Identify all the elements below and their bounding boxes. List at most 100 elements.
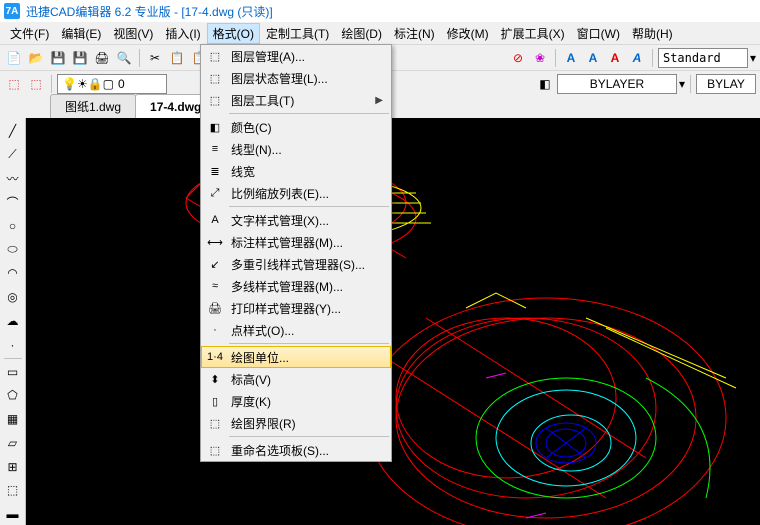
- dropdown-item[interactable]: A文字样式管理(X)...: [201, 209, 391, 231]
- layer-select[interactable]: 💡 ☀ 🔒 ▢ 0: [57, 74, 167, 94]
- point-icon[interactable]: ·: [2, 334, 24, 356]
- dim-style-icon: ⟷: [205, 234, 225, 250]
- polyline-icon[interactable]: ⟋: [2, 144, 24, 166]
- bulb-icon: 💡: [62, 77, 77, 91]
- boundary-icon[interactable]: ⬚: [2, 479, 24, 501]
- dropdown-item[interactable]: 🖨 打印样式管理器(Y)...: [201, 297, 391, 319]
- table-icon[interactable]: ⊞: [2, 456, 24, 478]
- save-icon[interactable]: 💾: [48, 48, 68, 68]
- menu-item[interactable]: 修改(M): [441, 23, 495, 44]
- dropdown-item[interactable]: ≣线宽: [201, 160, 391, 182]
- preview-icon[interactable]: 🔍: [114, 48, 134, 68]
- dropdown-item-label: 比例缩放列表(E)...: [231, 185, 383, 202]
- open-icon[interactable]: 📂: [26, 48, 46, 68]
- mline-icon: ≈: [205, 278, 225, 294]
- layer-color-icon: ▢: [103, 77, 114, 91]
- dropdown-item-label: 绘图界限(R): [231, 415, 383, 432]
- rename-icon: ⬚: [205, 442, 225, 458]
- thickness-icon: ▯: [205, 393, 225, 409]
- dropdown-separator: [229, 206, 389, 207]
- cancel-icon[interactable]: ⊘: [508, 48, 528, 68]
- elevation-icon: ⬍: [205, 371, 225, 387]
- dropdown-item-label: 图层工具(T): [231, 92, 375, 109]
- dropdown-item[interactable]: ⬚图层工具(T)▶: [201, 89, 391, 111]
- hatch-icon[interactable]: ▦: [2, 408, 24, 430]
- dropdown-item[interactable]: ≈多线样式管理器(M)...: [201, 275, 391, 297]
- dropdown-item-label: 线型(N)...: [231, 141, 383, 158]
- menu-item[interactable]: 编辑(E): [55, 23, 107, 44]
- dropdown-item[interactable]: ⤢比例缩放列表(E)...: [201, 182, 391, 204]
- circle-icon[interactable]: ○: [2, 215, 24, 237]
- layer-name: 0: [118, 77, 125, 91]
- dropdown-arrow-icon[interactable]: ▾: [750, 51, 756, 65]
- text-a3-icon[interactable]: A: [605, 48, 625, 68]
- dropdown-item[interactable]: ⬚重命名选项板(S)...: [201, 439, 391, 461]
- text-a4-icon[interactable]: A: [627, 48, 647, 68]
- donut-icon[interactable]: ◎: [2, 286, 24, 308]
- revcloud-icon[interactable]: ☁: [2, 310, 24, 332]
- menu-item[interactable]: 格式(O): [207, 23, 260, 44]
- dropdown-item-label: 图层状态管理(L)...: [231, 70, 383, 87]
- titlebar: 7A 迅捷CAD编辑器 6.2 专业版 - [17-4.dwg (只读)]: [0, 0, 760, 22]
- dropdown-item[interactable]: ⬚图层状态管理(L)...: [201, 67, 391, 89]
- dropdown-arrow-icon[interactable]: ▾: [679, 77, 685, 91]
- dropdown-item[interactable]: ⬚绘图界限(R): [201, 412, 391, 434]
- confirm-icon[interactable]: ❀: [530, 48, 550, 68]
- ellipse-icon[interactable]: ⬭: [2, 239, 24, 261]
- line-icon[interactable]: ╱: [2, 120, 24, 142]
- dropdown-item[interactable]: · 点样式(O)...: [201, 319, 391, 341]
- linetype-select[interactable]: BYLAYER: [557, 74, 677, 94]
- dropdown-item-label: 点样式(O)...: [231, 322, 383, 339]
- separator: [690, 75, 691, 93]
- menu-item[interactable]: 绘图(D): [335, 23, 388, 44]
- arc-icon[interactable]: ⌒: [2, 191, 24, 213]
- new-icon[interactable]: 📄: [4, 48, 24, 68]
- mleader-icon: ↙: [205, 256, 225, 272]
- dropdown-item[interactable]: ↙多重引线样式管理器(S)...: [201, 253, 391, 275]
- print-icon: 🖨: [205, 300, 225, 316]
- rectangle-icon[interactable]: ▭: [2, 361, 24, 383]
- app-icon: 7A: [4, 3, 20, 19]
- menubar: 文件(F)编辑(E)视图(V)插入(I)格式(O)定制工具(T)绘图(D)标注(…: [0, 22, 760, 44]
- layer-off-icon[interactable]: ⬚: [26, 74, 46, 94]
- lineweight-select[interactable]: BYLAY: [696, 74, 756, 94]
- dropdown-item-label: 厚度(K): [231, 393, 383, 410]
- text-a2-icon[interactable]: A: [583, 48, 603, 68]
- region-icon[interactable]: ▱: [2, 432, 24, 454]
- cut-icon[interactable]: ✂: [145, 48, 165, 68]
- menu-item[interactable]: 窗口(W): [571, 23, 626, 44]
- menu-item[interactable]: 帮助(H): [626, 23, 679, 44]
- point-icon: ·: [205, 322, 225, 338]
- text-a1-icon[interactable]: A: [561, 48, 581, 68]
- color-icon: ◧: [205, 119, 225, 135]
- menu-item[interactable]: 插入(I): [159, 23, 206, 44]
- copy-icon[interactable]: 📋: [167, 48, 187, 68]
- ellipse-arc-icon[interactable]: ◠: [2, 263, 24, 285]
- dropdown-item[interactable]: ◧颜色(C): [201, 116, 391, 138]
- dropdown-item[interactable]: ▯ 厚度(K): [201, 390, 391, 412]
- menu-item[interactable]: 文件(F): [4, 23, 55, 44]
- layer-mgr-icon[interactable]: ⬚: [4, 74, 24, 94]
- saveas-icon[interactable]: 💾: [70, 48, 90, 68]
- dropdown-item[interactable]: 1·4绘图单位...: [201, 346, 391, 368]
- dropdown-item-label: 打印样式管理器(Y)...: [231, 300, 383, 317]
- menu-item[interactable]: 定制工具(T): [260, 23, 335, 44]
- spline-icon[interactable]: 〰: [2, 168, 24, 190]
- dropdown-item-label: 文字样式管理(X)...: [231, 212, 383, 229]
- dropdown-item[interactable]: ⬍标高(V): [201, 368, 391, 390]
- wipeout-icon[interactable]: ▬: [2, 503, 24, 525]
- menu-item[interactable]: 扩展工具(X): [495, 23, 571, 44]
- menu-item[interactable]: 视图(V): [107, 23, 159, 44]
- drawing-canvas[interactable]: [26, 118, 760, 525]
- menu-item[interactable]: 标注(N): [388, 23, 441, 44]
- dropdown-item[interactable]: ⬚图层管理(A)...: [201, 45, 391, 67]
- byblock-icon[interactable]: ◧: [535, 74, 555, 94]
- polygon-icon[interactable]: ⬠: [2, 384, 24, 406]
- freeze-icon: ☀: [77, 77, 88, 91]
- textstyle-select[interactable]: Standard: [658, 48, 748, 68]
- layer-tools-icon: ⬚: [205, 92, 225, 108]
- dropdown-item[interactable]: ⟷标注样式管理器(M)...: [201, 231, 391, 253]
- print-icon[interactable]: 🖨: [92, 48, 112, 68]
- document-tab[interactable]: 图纸1.dwg: [50, 94, 136, 118]
- dropdown-item[interactable]: ≡线型(N)...: [201, 138, 391, 160]
